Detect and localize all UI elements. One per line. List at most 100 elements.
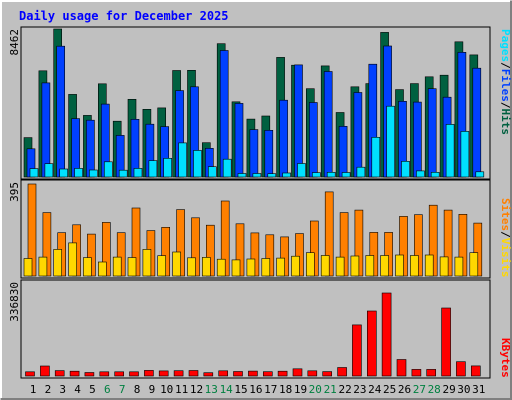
bar-visits-day-4: [68, 242, 77, 277]
x-tick-day-16: 16: [249, 383, 262, 396]
x-tick-day-14: 14: [220, 383, 234, 396]
bar-visits-day-24: [365, 255, 375, 277]
bar-visits-day-29: [439, 256, 449, 277]
bar-pages-day-14: [222, 158, 232, 178]
bar-visits-day-7: [112, 256, 122, 277]
bar-visits-day-21: [320, 255, 330, 277]
bar-pages-day-25: [386, 105, 395, 178]
x-tick-day-8: 8: [134, 383, 141, 396]
bar-files-day-28: [427, 88, 437, 178]
bar-visits-day-10: [157, 255, 166, 277]
bars-middle-panel: [23, 183, 483, 277]
bar-kbytes-day-23: [352, 324, 362, 377]
bar-kbytes-day-3: [54, 370, 65, 377]
bar-kbytes-day-28: [426, 369, 437, 377]
right-label-top: Pages/Files/Hits: [499, 29, 512, 135]
bar-visits-day-31: [469, 252, 479, 277]
x-tick-day-17: 17: [264, 383, 277, 396]
bars-top-panel: [23, 28, 485, 178]
x-tick-day-5: 5: [89, 383, 96, 396]
right-label-bottom: KBytes: [499, 338, 512, 378]
bar-pages-day-12: [193, 150, 202, 178]
bar-pages-day-26: [401, 161, 410, 178]
x-tick-day-25: 25: [383, 383, 396, 396]
bar-kbytes-day-4: [69, 370, 80, 377]
bar-kbytes-day-9: [144, 370, 154, 377]
x-tick-day-4: 4: [74, 383, 81, 396]
bar-kbytes-day-6: [99, 371, 110, 377]
bar-visits-day-30: [454, 256, 464, 277]
bar-visits-day-8: [127, 257, 137, 277]
x-tick-day-31: 31: [472, 383, 485, 396]
bar-kbytes-day-25: [381, 292, 392, 377]
bar-kbytes-day-21: [322, 371, 333, 377]
bar-files-day-5: [86, 119, 95, 178]
bar-kbytes-day-31: [470, 365, 481, 377]
x-tick-day-9: 9: [149, 383, 156, 396]
bar-pages-day-1: [29, 168, 39, 178]
bar-pages-day-23: [356, 166, 366, 178]
y-tick-bottom: 336830: [8, 282, 21, 322]
bar-visits-day-28: [424, 254, 434, 277]
bar-files-day-18: [279, 99, 288, 178]
bar-visits-day-1: [23, 258, 33, 277]
bar-files-day-2: [41, 82, 51, 178]
bar-pages-day-9: [148, 160, 158, 178]
bar-visits-day-12: [187, 257, 196, 277]
bar-files-day-14: [219, 50, 229, 178]
bar-files-day-23: [353, 92, 363, 178]
bar-kbytes-day-30: [456, 361, 466, 377]
bar-files-day-15: [234, 103, 244, 178]
bar-pages-day-3: [59, 168, 69, 178]
bars-bottom-panel: [25, 292, 481, 377]
bar-kbytes-day-14: [218, 370, 228, 377]
x-tick-day-13: 13: [205, 383, 218, 396]
bar-kbytes-day-19: [292, 368, 303, 377]
bar-visits-day-23: [350, 255, 360, 277]
bar-pages-day-30: [460, 131, 470, 178]
bar-kbytes-day-24: [366, 310, 377, 377]
x-tick-day-22: 22: [338, 383, 351, 396]
bar-kbytes-day-12: [188, 370, 199, 377]
bar-pages-day-28: [430, 172, 440, 178]
bar-visits-day-22: [335, 256, 345, 277]
label-slash-3: /: [499, 231, 512, 238]
x-tick-day-26: 26: [398, 383, 411, 396]
bar-pages-day-7: [118, 169, 128, 178]
y-tick-top: 8462: [8, 29, 21, 56]
bar-files-day-19: [294, 64, 303, 178]
bar-pages-day-6: [104, 161, 113, 178]
bar-kbytes-day-16: [248, 370, 258, 377]
bar-visits-day-14: [216, 258, 226, 277]
bar-kbytes-day-18: [277, 370, 288, 377]
bar-pages-day-22: [341, 172, 351, 178]
bar-visits-day-25: [380, 255, 389, 277]
x-tick-day-3: 3: [59, 383, 66, 396]
bar-visits-day-27: [410, 255, 419, 277]
panel-top-frame: [20, 26, 491, 180]
label-hits: Hits: [499, 109, 512, 136]
label-pages: Pages: [499, 29, 512, 62]
bar-pages-day-29: [445, 124, 455, 178]
label-sites: Sites: [499, 198, 512, 231]
bar-pages-day-11: [178, 142, 187, 178]
x-tick-day-20: 20: [309, 383, 322, 396]
x-tick-day-27: 27: [413, 383, 426, 396]
x-tick-day-7: 7: [119, 383, 126, 396]
x-tick-day-18: 18: [279, 383, 292, 396]
bar-visits-day-13: [202, 257, 211, 277]
bar-files-day-21: [323, 71, 333, 178]
x-tick-day-24: 24: [368, 383, 382, 396]
bar-kbytes-day-1: [25, 371, 35, 377]
bar-kbytes-day-17: [262, 371, 273, 377]
x-tick-day-28: 28: [428, 383, 441, 396]
bar-kbytes-day-27: [411, 369, 422, 377]
x-tick-day-19: 19: [294, 383, 307, 396]
label-kbytes: KBytes: [499, 338, 512, 378]
bar-visits-day-2: [38, 256, 48, 277]
bar-kbytes-day-8: [129, 371, 139, 377]
bar-kbytes-day-5: [84, 372, 95, 377]
